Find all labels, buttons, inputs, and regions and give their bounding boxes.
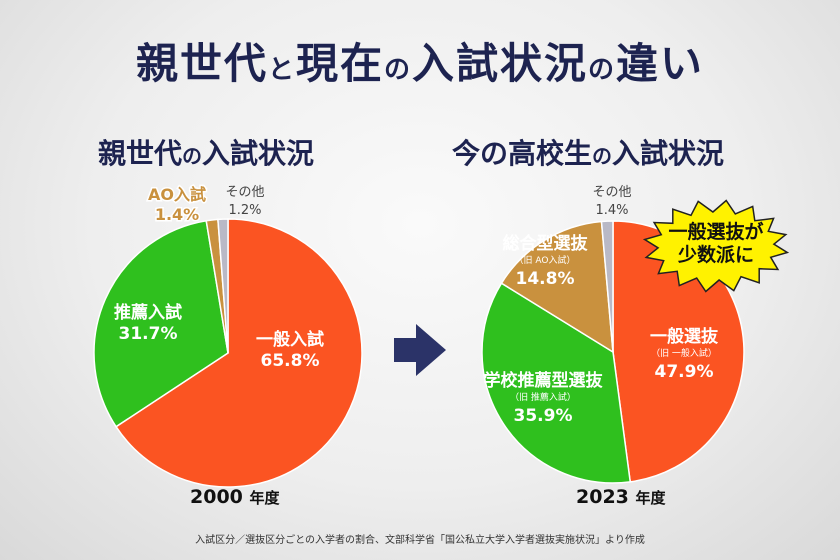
slice-value: 14.8% — [516, 269, 575, 289]
right-chart-title: 今の高校生の入試状況 — [452, 132, 724, 172]
chart-title-part: 親世代 — [98, 137, 183, 170]
pie-chart-2000 — [93, 218, 363, 488]
title-part: 入試状況 — [412, 39, 589, 88]
right-pie-labels: 一般選抜 （旧 一般入試） 47.9% 学校推薦型選抜 （旧 推薦入試） 35.… — [484, 185, 719, 426]
slice-label: 学校推薦型選抜 — [484, 370, 604, 391]
left-chart-title: 親世代の入試状況 — [98, 132, 314, 172]
title-part: 違い — [616, 39, 705, 88]
chart-title-part: 入試状況 — [202, 137, 315, 170]
year-unit: 年度 — [249, 489, 280, 507]
pie-slice-2 — [481, 282, 632, 484]
slice-value: 47.9% — [655, 362, 714, 382]
year-value: 2000 — [190, 486, 243, 508]
title-part: の — [383, 55, 412, 85]
callout-line-1: 一般選抜が — [668, 220, 763, 243]
title-part: 親世代 — [135, 39, 268, 88]
title-part: の — [588, 55, 617, 85]
chart-title-part: 今の高校生 — [452, 137, 593, 170]
slice-value: 65.8% — [261, 351, 320, 371]
slice-value: 1.4% — [155, 205, 199, 224]
pie-slice-1 — [115, 218, 363, 488]
slice-label: 一般選抜 — [650, 326, 719, 347]
slice-sublabel: （旧 推薦入試） — [510, 391, 576, 403]
title-part: と — [267, 55, 296, 85]
slice-label: AO入試 — [148, 185, 206, 204]
left-year-label: 2000 年度 — [190, 486, 280, 508]
slice-label: その他 — [592, 185, 631, 200]
pie-slice-4 — [600, 220, 614, 353]
year-unit: 年度 — [635, 489, 666, 507]
chart-title-part: の — [592, 144, 613, 168]
pie-slice-3 — [500, 220, 614, 354]
slice-value: 1.4% — [595, 203, 628, 218]
pie-slice-4 — [217, 218, 229, 354]
chart-title-part: 入試状況 — [612, 137, 725, 170]
source-note: 入試区分／選抜区分ごとの入学者の割合、文部科学省「国公私立大学入学者選抜実施状況… — [195, 535, 645, 546]
right-arrow-icon — [394, 324, 446, 376]
year-value: 2023 — [576, 486, 629, 508]
slice-label: その他 — [225, 185, 264, 200]
slice-value: 1.2% — [228, 203, 261, 218]
slice-label: 総合型選抜 — [503, 233, 589, 254]
title-part: 現在 — [295, 39, 384, 88]
page-title: 親世代と現在の入試状況の違い — [0, 30, 840, 91]
callout-badge: 一般選抜が 少数派に — [642, 199, 790, 293]
right-year-label: 2023 年度 — [576, 486, 666, 508]
pie-slice-2 — [93, 219, 229, 428]
slice-value: 35.9% — [514, 406, 573, 426]
slice-label: 一般入試 — [256, 329, 324, 350]
starburst-shape — [642, 199, 790, 293]
slice-sublabel: （旧 一般入試） — [651, 347, 717, 359]
slice-label: 推薦入試 — [114, 302, 182, 323]
chart-title-part: の — [182, 144, 203, 168]
left-pie-labels: 一般入試 65.8% 推薦入試 31.7% AO入試 1.4% その他 1.2% — [114, 184, 324, 372]
slice-sublabel: （旧 AO入試） — [515, 254, 576, 266]
slice-value: 31.7% — [119, 324, 178, 344]
callout-line-2: 少数派に — [677, 243, 754, 266]
